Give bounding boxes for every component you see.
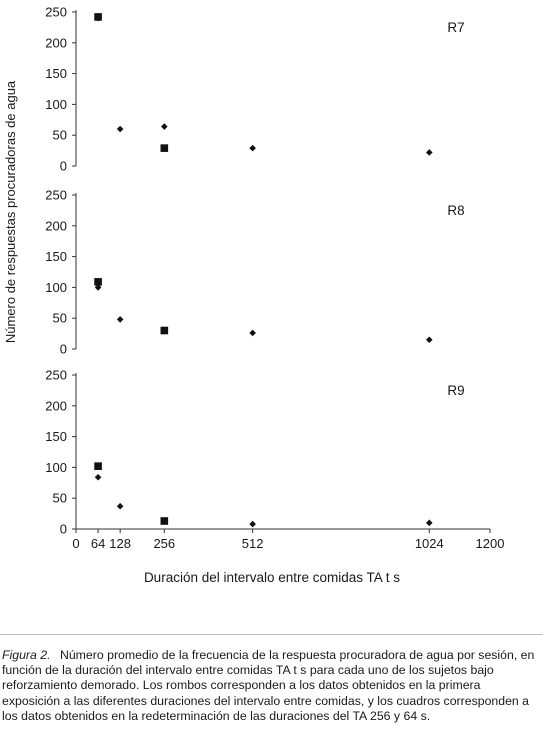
panel-label: R7 — [447, 20, 464, 35]
diamond-point — [249, 329, 256, 337]
x-tick-label: 256 — [153, 536, 175, 551]
y-tick-label: 200 — [45, 35, 67, 50]
x-tick-label: 512 — [242, 536, 264, 551]
caption-divider — [0, 634, 543, 635]
caption-text: Número promedio de la frecuencia de la r… — [2, 648, 535, 723]
diamond-point — [425, 149, 433, 156]
y-tick-label: 100 — [45, 460, 67, 475]
y-tick-label: 250 — [45, 188, 67, 203]
square-point — [94, 13, 102, 21]
panel-label: R8 — [447, 203, 464, 218]
chart-root: 0 50 100 150 200 250 R7 0 50 100 150 200 250 R8 0 50 100… — [45, 5, 504, 552]
y-axis-label: Número de respuestas procuradoras de agu… — [3, 80, 18, 343]
y-tick-label: 100 — [45, 97, 67, 112]
diamond-point — [116, 502, 124, 510]
diamond-point — [94, 284, 102, 291]
panel-r9: 0 50 100 150 200 250 R9 — [45, 368, 464, 537]
x-tick-label: 1024 — [415, 536, 444, 551]
square-point — [160, 517, 169, 525]
figure-caption: Figura 2. Número promedio de la frecuenc… — [2, 648, 540, 724]
diamond-point — [161, 123, 168, 130]
y-tick-label: 250 — [45, 5, 67, 20]
y-tick-label: 50 — [53, 311, 67, 326]
y-tick-label: 150 — [45, 249, 67, 264]
diamond-point — [425, 336, 433, 344]
x-tick-label: 0 — [72, 536, 79, 551]
x-tick-label: 64 — [91, 536, 105, 551]
panel-r7: 0 50 100 150 200 250 R7 — [45, 5, 464, 174]
square-point — [94, 462, 102, 470]
diamond-point — [116, 316, 124, 323]
figure-chart: 0 50 100 150 200 250 R7 0 50 100 150 200 250 R8 0 50 100… — [3, 5, 504, 586]
y-tick-label: 0 — [60, 159, 67, 174]
panel-label: R9 — [447, 383, 464, 398]
diamond-point — [249, 144, 256, 152]
x-tick-label: 128 — [109, 536, 131, 551]
square-point — [94, 278, 102, 286]
diamond-point — [116, 125, 124, 133]
panel-r8: 0 50 100 150 200 250 R8 — [45, 188, 464, 357]
y-tick-label: 50 — [53, 128, 67, 143]
x-tick-label: 1200 — [476, 536, 505, 551]
y-tick-label: 150 — [45, 429, 67, 444]
y-tick-label: 200 — [45, 218, 67, 233]
y-tick-label: 0 — [60, 522, 67, 537]
x-axis-label: Duración del intervalo entre comidas TA … — [144, 570, 400, 585]
diamond-point — [425, 519, 433, 527]
diamond-point — [249, 520, 256, 528]
y-tick-label: 50 — [53, 491, 67, 506]
y-tick-label: 150 — [45, 66, 67, 81]
square-point — [160, 326, 169, 335]
caption-label: Figura 2. — [2, 648, 51, 662]
diamond-point — [94, 473, 102, 481]
y-tick-label: 200 — [45, 398, 67, 413]
y-tick-label: 0 — [60, 342, 67, 357]
y-tick-label: 100 — [45, 280, 67, 295]
y-tick-label: 250 — [45, 368, 67, 383]
square-point — [160, 144, 169, 152]
